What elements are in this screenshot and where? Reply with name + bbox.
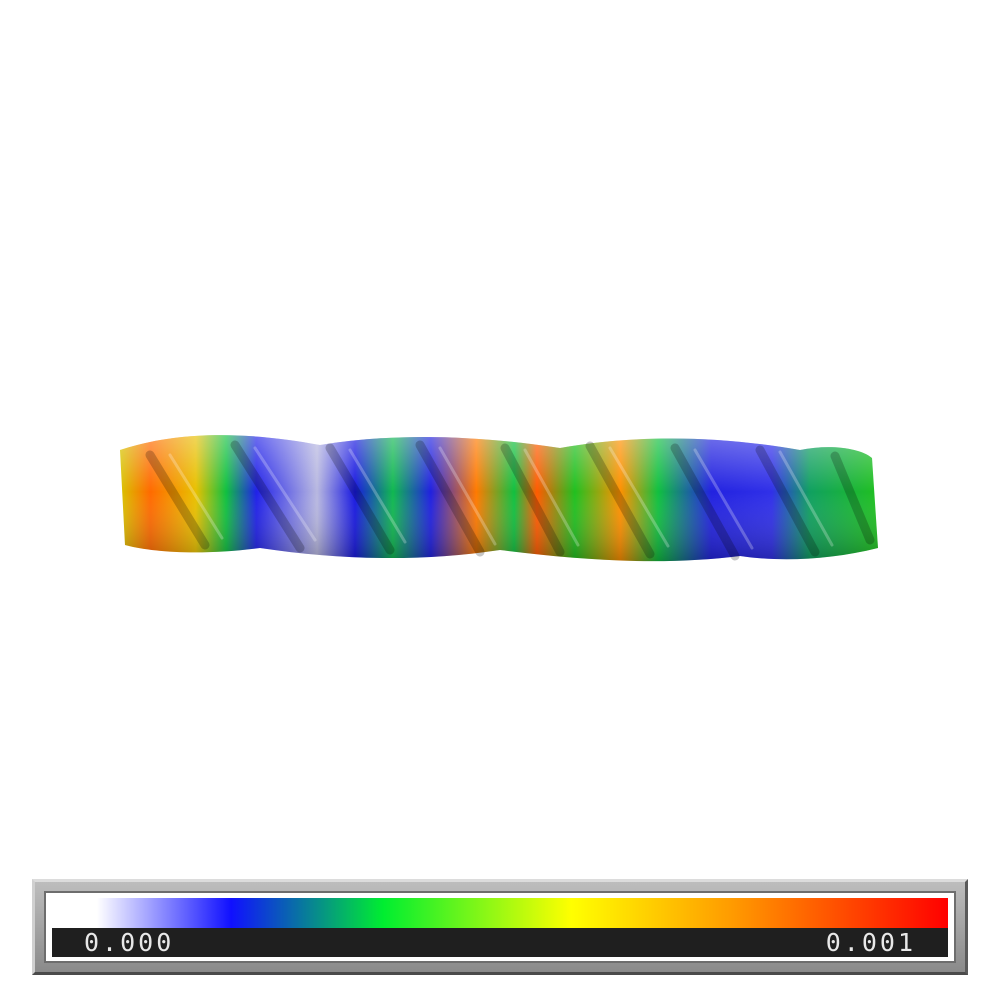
color-ramp-label-strip: 0.000 0.001 (52, 928, 948, 957)
color-ramp-min-label: 0.000 (84, 928, 175, 957)
color-ramp-panel: 0.000 0.001 (32, 879, 968, 975)
color-ramp-gradient (52, 898, 948, 928)
color-ramp-inner: 0.000 0.001 (44, 891, 956, 963)
dna-double-helix-surface-icon[interactable] (0, 0, 1000, 860)
molecular-viewport[interactable] (0, 0, 1000, 860)
color-ramp-max-label: 0.001 (825, 928, 916, 957)
